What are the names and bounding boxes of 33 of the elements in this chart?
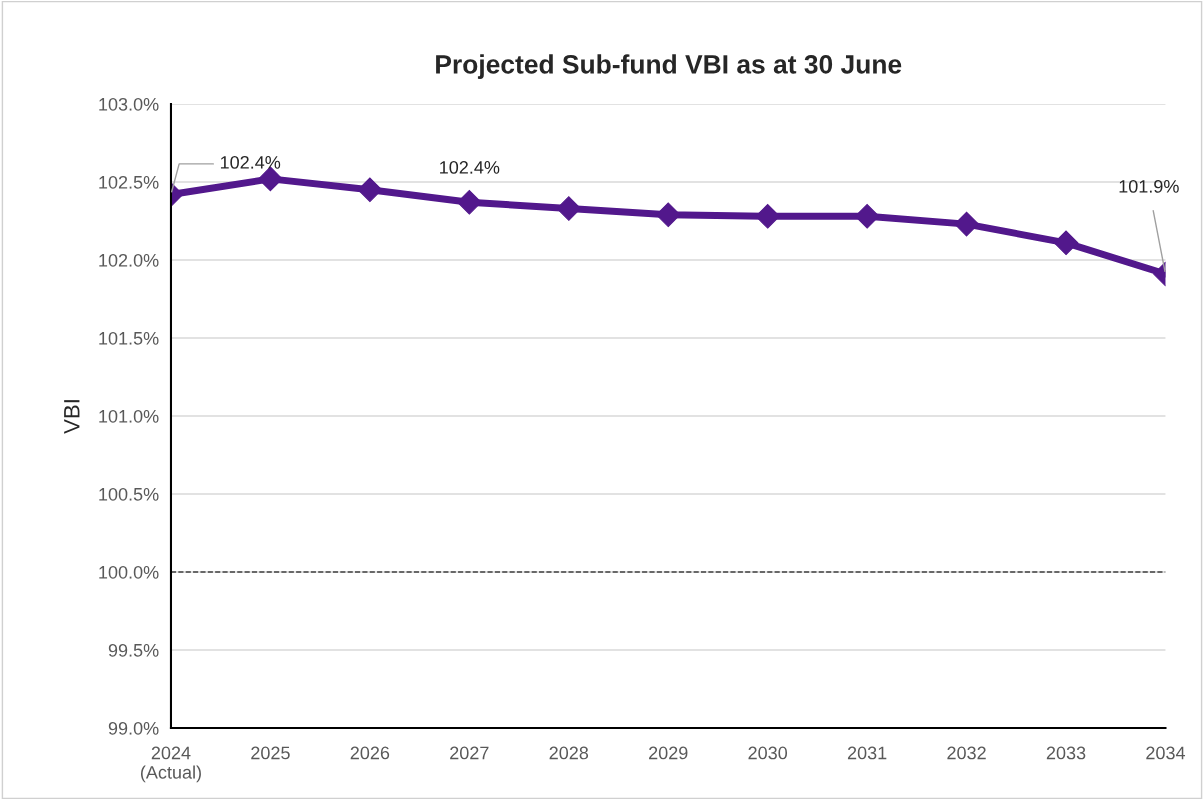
x-tick-label: 2033 [1046, 746, 1086, 760]
y-tick-label: 99.0% [108, 721, 159, 735]
y-axis-title: VBI [64, 400, 80, 434]
x-tick-label: 2027 [450, 746, 489, 760]
point [655, 202, 681, 228]
x-tick-label: 2030 [748, 746, 788, 760]
data-label: 102.4% [220, 155, 281, 169]
point [755, 204, 780, 229]
x-tick-label: 2032 [947, 746, 986, 760]
x-tick-label: 2031 [847, 746, 887, 760]
y-tick-label: 101.0% [99, 409, 159, 423]
chart-title: Projected Sub-fund VBI as at 30 June [436, 54, 902, 79]
point [854, 204, 880, 229]
y-tick-label: 100.5% [99, 487, 159, 501]
y-tick-label: 102.0% [99, 253, 159, 267]
y-tick-label: 100.0% [99, 565, 159, 579]
point [556, 196, 582, 221]
x-tick-label: 2025 [251, 746, 290, 760]
point [1053, 230, 1079, 256]
x-tick-label: 2029 [649, 746, 688, 760]
point [357, 177, 383, 203]
point [954, 211, 979, 237]
x-tick-label: 2024 (Actual) [140, 746, 201, 783]
x-tick-label: 2028 [549, 746, 589, 760]
y-tick-label: 103.0% [99, 97, 159, 111]
y-tick-label: 101.5% [99, 331, 159, 345]
x-tick-label: 2026 [350, 746, 390, 760]
data-label: 102.4% [440, 161, 500, 174]
point [457, 189, 482, 215]
data-label: 101.9% [1119, 179, 1179, 193]
y-tick-label: 99.5% [108, 643, 159, 657]
y-tick-label: 102.5% [99, 175, 159, 189]
x-tick-label: 2034 [1146, 746, 1186, 760]
